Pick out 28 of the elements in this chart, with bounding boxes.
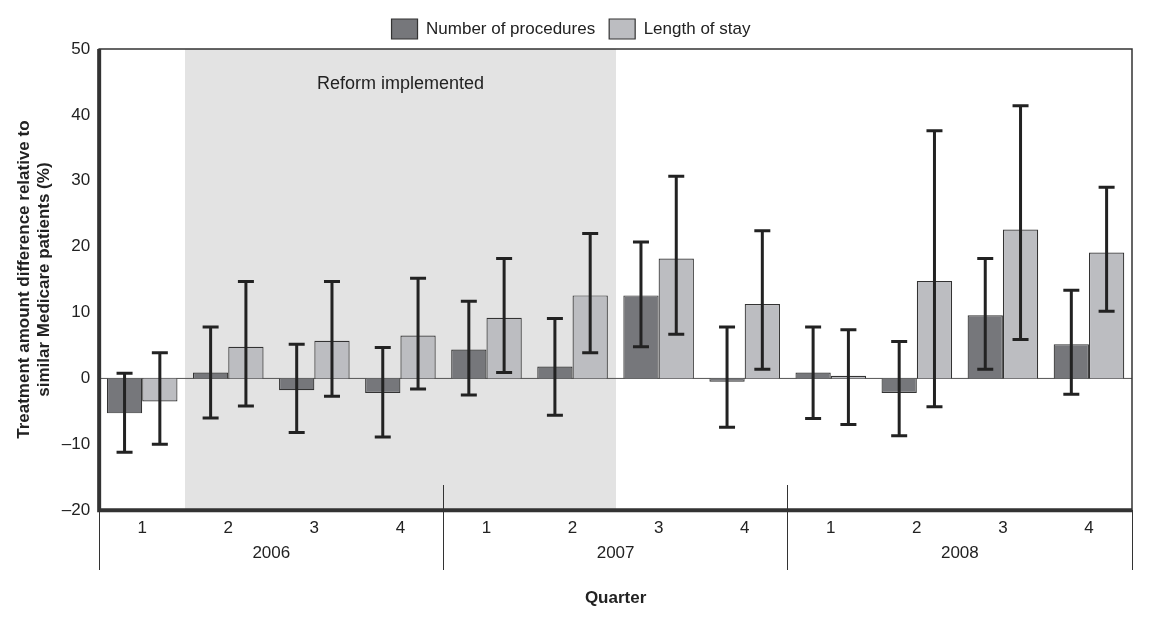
- x-tick-label: 2: [223, 518, 233, 538]
- x-tick-label: 2: [567, 518, 578, 538]
- x-tick-label: 4: [1084, 518, 1094, 538]
- x-tick-label: 3: [998, 518, 1008, 538]
- x-tick-label: 3: [309, 518, 320, 538]
- y-tick-label: 50: [71, 38, 91, 58]
- y-tick-label: –10: [61, 434, 91, 453]
- text: 2007: [596, 543, 635, 563]
- text: 2006: [252, 543, 291, 563]
- x-axis-title: Quarter: [584, 588, 647, 608]
- x-tick-label: 1: [481, 518, 492, 538]
- y-tick-label: 10: [71, 302, 91, 322]
- x-tick-label: 1: [137, 518, 147, 538]
- x-tick-label: 3: [653, 518, 664, 538]
- x-tick-label: 2: [912, 518, 922, 538]
- y-tick-label: 0: [80, 368, 91, 388]
- x-tick-label: 1: [826, 518, 836, 538]
- legend-label: Number of procedures: [426, 18, 596, 38]
- y-tick-label: 30: [71, 170, 91, 190]
- y-tick-label: 20: [71, 236, 91, 256]
- annotation: Reform implemented: [316, 72, 484, 93]
- y-tick-label: 40: [71, 104, 91, 124]
- text: 2008: [940, 543, 979, 563]
- x-tick-label: 4: [739, 518, 750, 538]
- legend-label: Length of stay: [643, 18, 751, 38]
- y-tick-label: –20: [61, 499, 91, 519]
- y-axis-title: Treatment amount difference relative to similar Medicare patients (%): [13, 120, 54, 439]
- x-tick-label: 4: [395, 518, 406, 538]
